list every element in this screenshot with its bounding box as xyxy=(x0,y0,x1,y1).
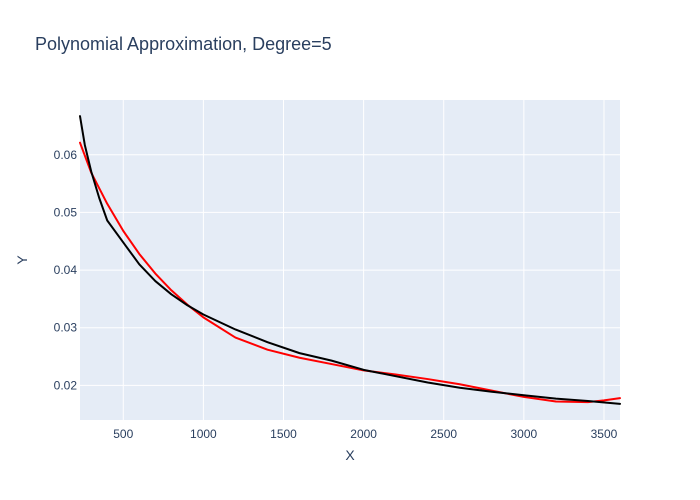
x-tick-label: 3000 xyxy=(511,427,538,441)
data-curve xyxy=(79,115,621,405)
x-tick-label: 1500 xyxy=(270,427,297,441)
x-tick-label: 1000 xyxy=(190,427,217,441)
chart-title: Polynomial Approximation, Degree=5 xyxy=(35,34,332,54)
y-tick-label: 0.02 xyxy=(54,378,78,392)
y-tick-label: 0.05 xyxy=(54,205,78,219)
y-tick-label: 0.03 xyxy=(54,321,78,335)
y-tick-label: 0.06 xyxy=(54,148,78,162)
x-tick-label: 2500 xyxy=(430,427,457,441)
y-tick-label: 0.04 xyxy=(54,263,78,277)
series-layer xyxy=(79,115,621,405)
approximation-curve xyxy=(79,141,621,404)
y-axis-title: Y xyxy=(14,255,30,265)
y-tick-labels: 0.02 0.03 0.04 0.05 0.06 xyxy=(54,148,78,393)
x-tick-label: 3500 xyxy=(591,427,618,441)
x-tick-label: 500 xyxy=(113,427,133,441)
x-tick-labels: 500 1000 1500 2000 2500 3000 3500 xyxy=(113,427,617,441)
x-tick-label: 2000 xyxy=(350,427,377,441)
plot-area xyxy=(80,100,620,420)
grid xyxy=(80,100,620,420)
x-axis-title: X xyxy=(345,447,355,463)
